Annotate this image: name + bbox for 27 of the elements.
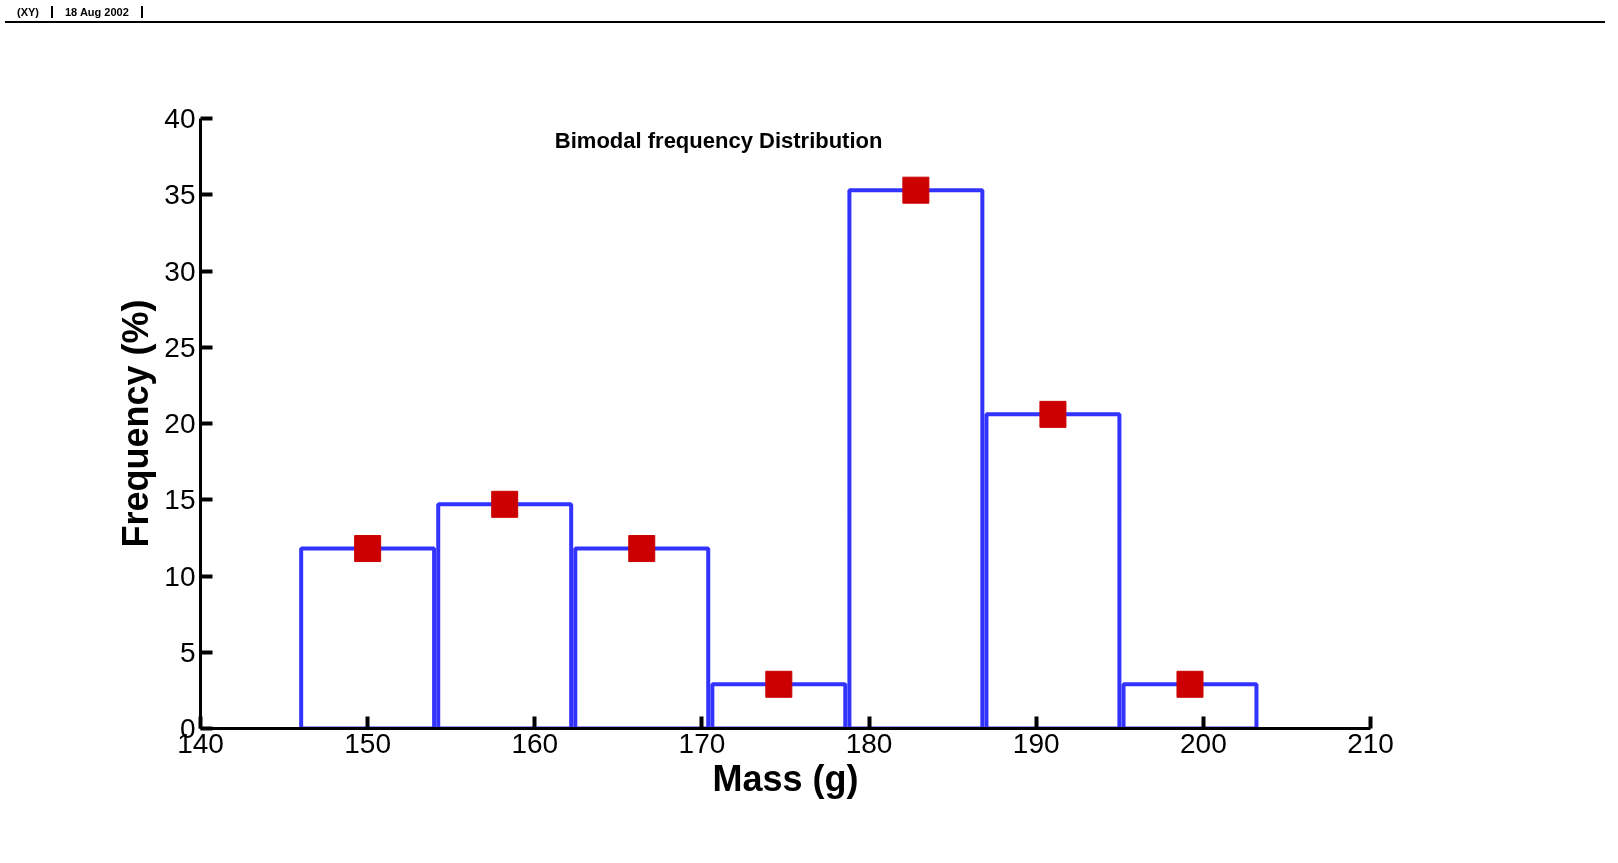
y-tick-label: 30 bbox=[164, 255, 196, 287]
x-tick-label: 210 bbox=[1347, 727, 1394, 759]
text: (XY) bbox=[5, 6, 53, 18]
point bbox=[1176, 670, 1204, 698]
y-axis-title: Frequency (%) bbox=[115, 299, 157, 548]
point bbox=[1039, 400, 1067, 428]
text: 18 Aug 2002 bbox=[53, 6, 143, 18]
chart-title: Bimodal frequency Distribution bbox=[554, 127, 883, 153]
x-tick-label: 150 bbox=[344, 727, 391, 759]
x-tick-label: 190 bbox=[1012, 727, 1060, 759]
y-tick-label: 10 bbox=[164, 560, 196, 592]
x-tick-label: 170 bbox=[678, 727, 726, 759]
y-tick-label: 40 bbox=[164, 102, 196, 134]
y-tick-label: 25 bbox=[164, 331, 196, 363]
x-axis-title: Mass (g) bbox=[712, 757, 859, 799]
point bbox=[354, 534, 382, 562]
y-tick-label: 20 bbox=[164, 407, 196, 439]
y-tick-label: 35 bbox=[164, 178, 196, 210]
point bbox=[765, 670, 793, 698]
x-tick-label: 200 bbox=[1180, 727, 1227, 759]
y-tick-label: 15 bbox=[164, 483, 196, 515]
x-tick-label: 180 bbox=[845, 727, 893, 759]
point bbox=[902, 176, 930, 204]
x-tick-label: 160 bbox=[511, 727, 559, 759]
point bbox=[491, 490, 519, 518]
y-tick-label: 5 bbox=[179, 636, 196, 668]
point bbox=[628, 534, 656, 562]
